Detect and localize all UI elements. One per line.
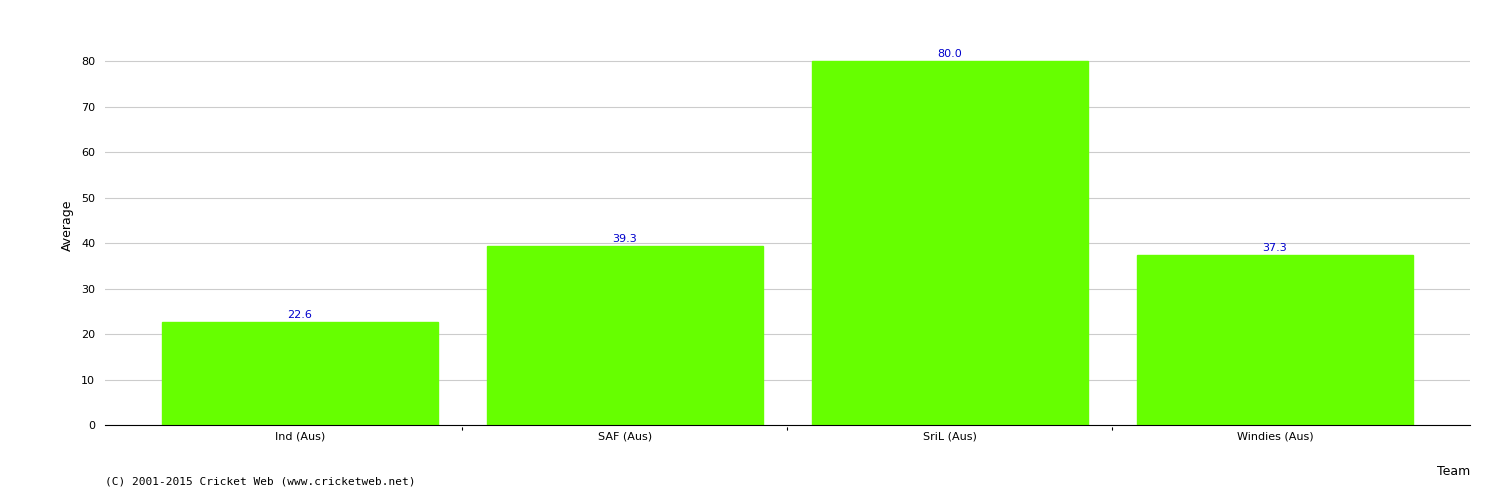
- Text: 22.6: 22.6: [288, 310, 312, 320]
- Bar: [1137, 256, 1413, 425]
- Text: Team: Team: [1437, 465, 1470, 478]
- Bar: [162, 322, 438, 425]
- Bar: [488, 246, 764, 425]
- Text: 37.3: 37.3: [1263, 243, 1287, 253]
- Text: (C) 2001-2015 Cricket Web (www.cricketweb.net): (C) 2001-2015 Cricket Web (www.cricketwe…: [105, 477, 416, 487]
- Y-axis label: Average: Average: [62, 199, 74, 251]
- Bar: [812, 62, 1088, 425]
- Text: 39.3: 39.3: [612, 234, 638, 244]
- Text: 80.0: 80.0: [938, 49, 963, 59]
